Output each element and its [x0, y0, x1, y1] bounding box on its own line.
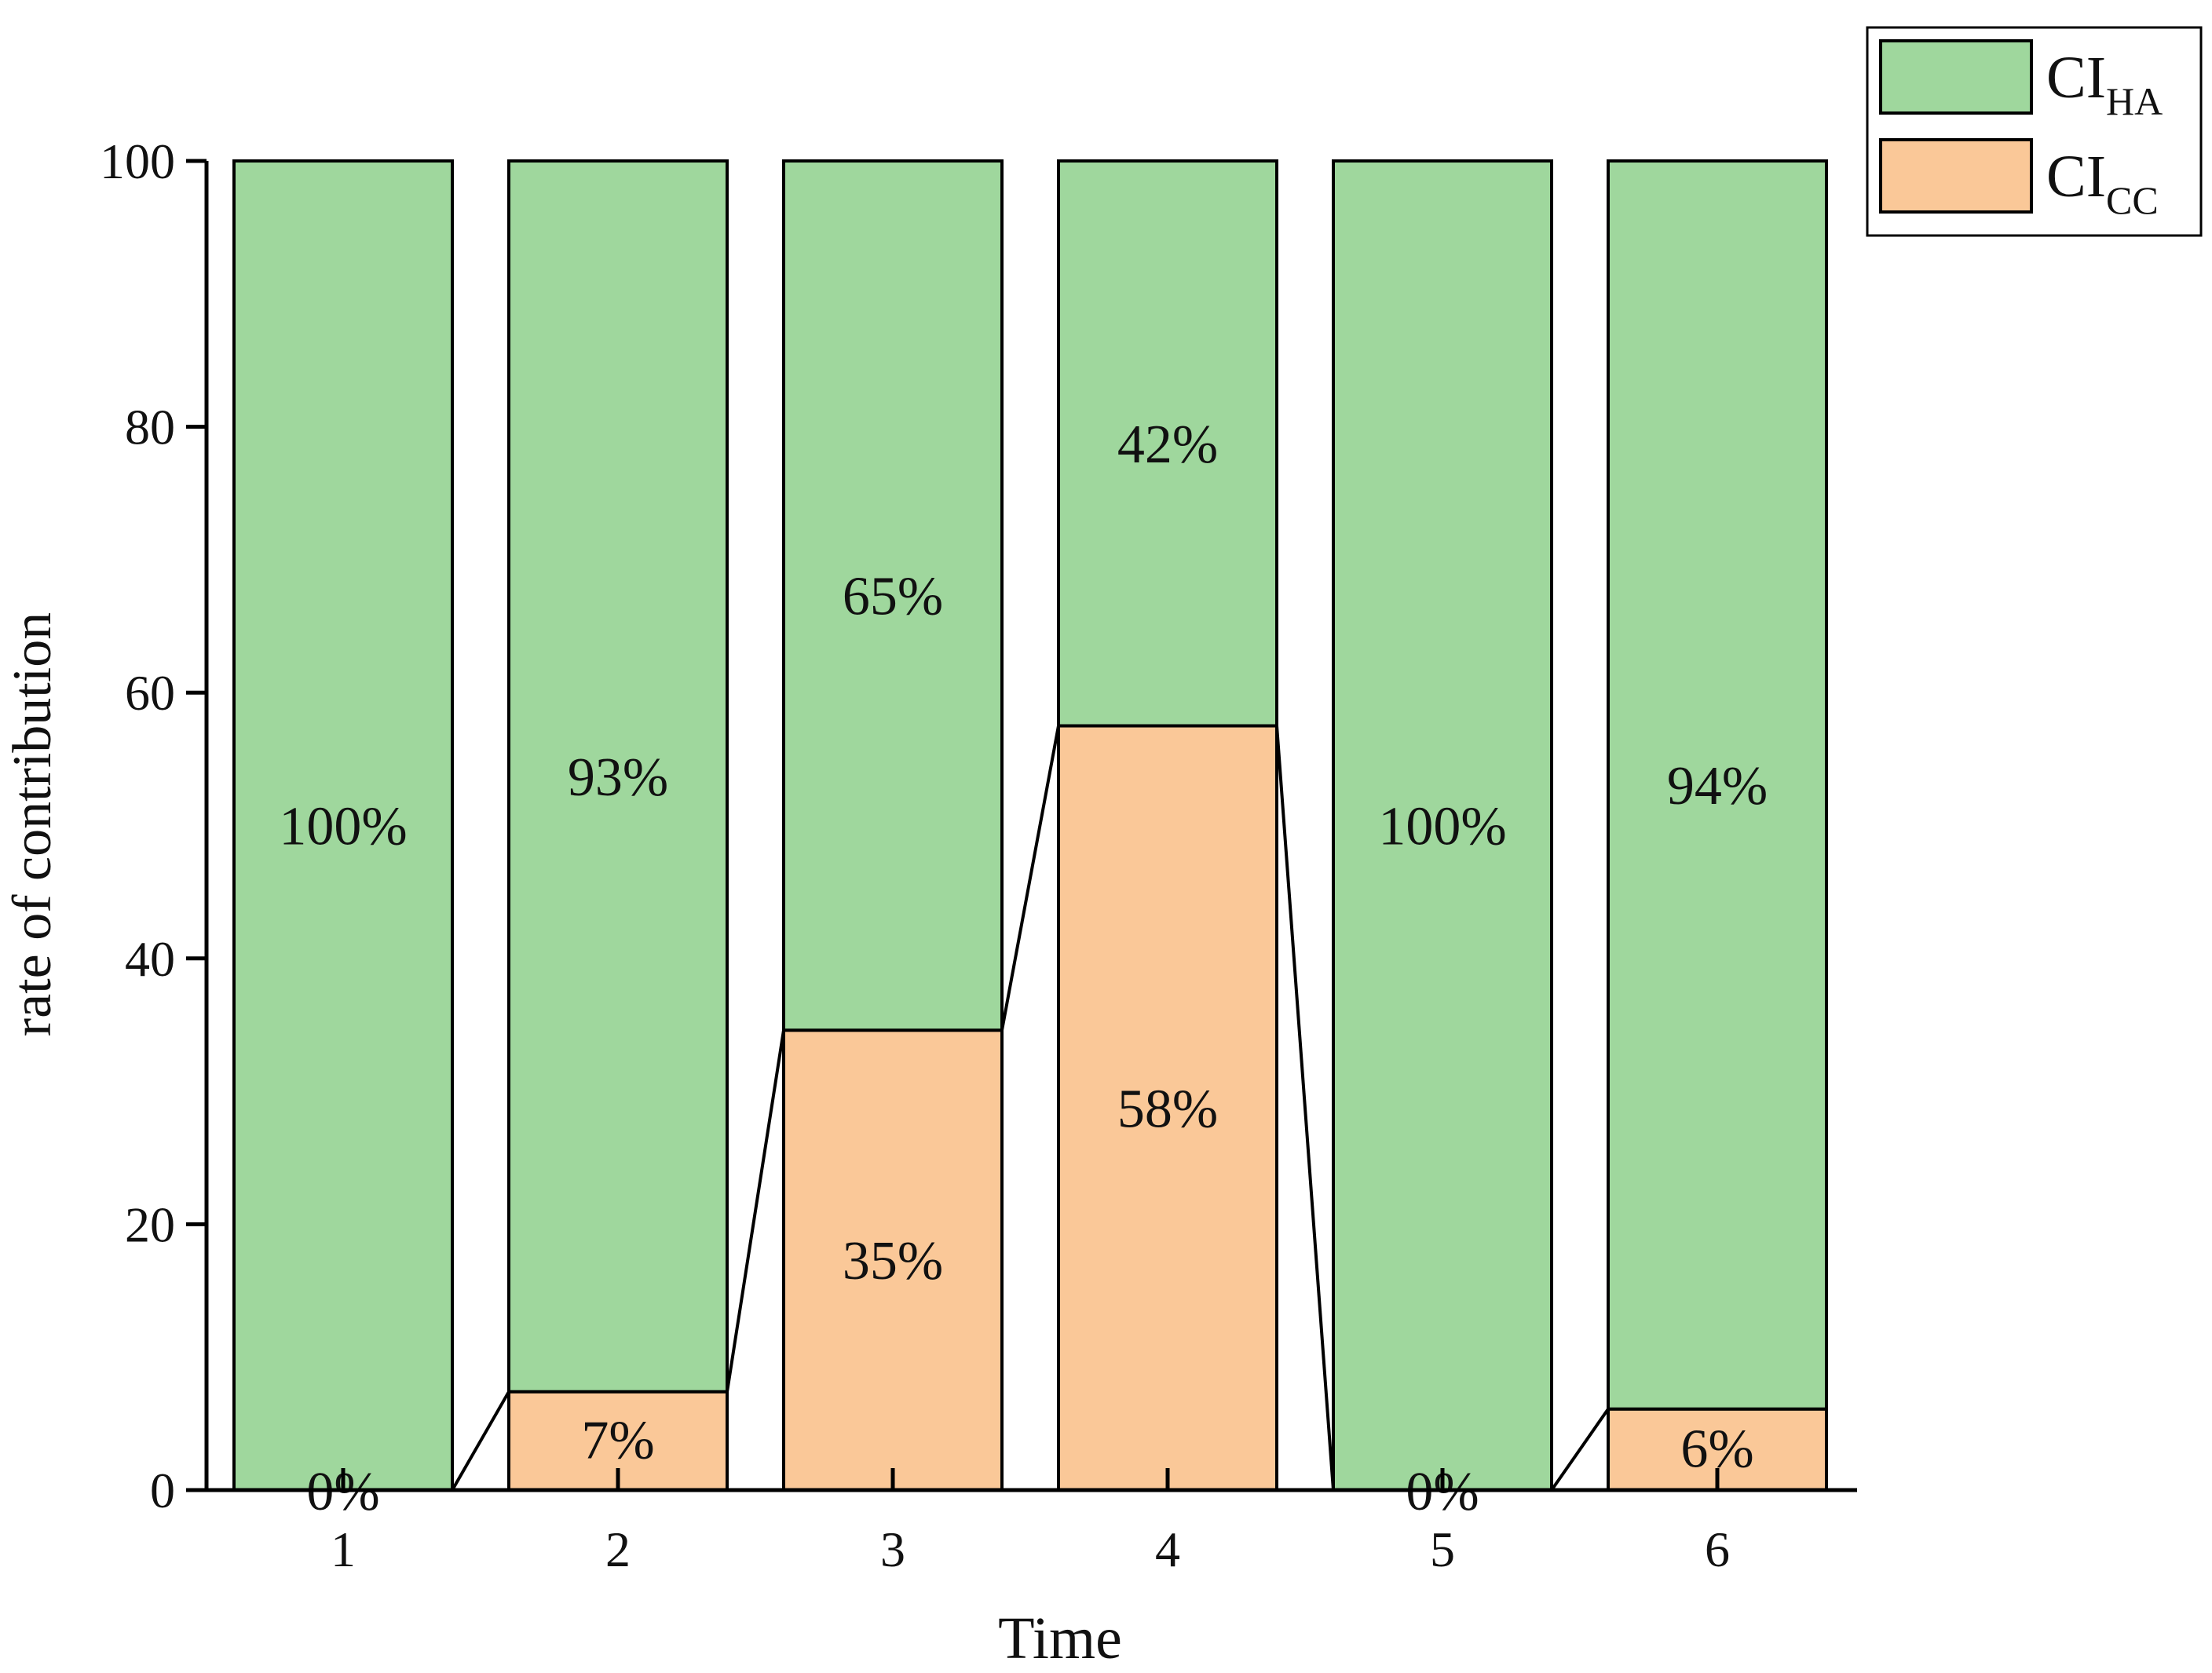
label-ha-3: 65%: [843, 567, 943, 627]
label-cc-4: 58%: [1117, 1079, 1218, 1139]
bar-ha-2: [507, 159, 729, 1394]
y-tick-label-80: 80: [125, 400, 175, 455]
y-tick-label-40: 40: [125, 931, 175, 987]
value-labels: 0%100%7%93%35%65%58%42%0%100%6%94%: [279, 415, 1768, 1522]
legend-swatch-ha: [1879, 39, 2033, 115]
label-ha-4: 42%: [1117, 415, 1218, 475]
label-ha-6: 94%: [1667, 756, 1768, 816]
connector-2-3: [726, 1029, 785, 1393]
bar-ha-1: [232, 159, 454, 1492]
label-cc-3: 35%: [843, 1231, 943, 1291]
bar-ha-6: [1607, 159, 1828, 1411]
connector-lines: [451, 725, 1610, 1492]
x-tick-label-6: 6: [1705, 1521, 1730, 1577]
bars: [232, 159, 1828, 1492]
y-tick-label-60: 60: [125, 665, 175, 721]
y-tick-label-0: 0: [150, 1463, 175, 1518]
x-tick-label-2: 2: [605, 1521, 631, 1577]
x-tick-label-5: 5: [1430, 1521, 1455, 1577]
y-tick-label-100: 100: [100, 133, 175, 189]
x-tick-labels: 1 2 3 4 5 6: [331, 1521, 1730, 1577]
connector-5-6: [1550, 1408, 1610, 1492]
legend-swatch-cc: [1879, 138, 2033, 214]
label-ha-2: 93%: [568, 747, 668, 808]
x-tick-label-4: 4: [1155, 1521, 1180, 1577]
connector-4-5: [1275, 725, 1335, 1491]
axes: [186, 159, 1857, 1492]
y-tick-label-20: 20: [125, 1196, 175, 1252]
x-axis-label: Time: [998, 1605, 1122, 1671]
legend-label-cc: CICC: [2046, 144, 2159, 222]
connector-3-4: [1000, 725, 1060, 1031]
legend-label-ha: CIHA: [2046, 45, 2163, 123]
label-ha-5: 100%: [1378, 797, 1506, 857]
y-axis-label: rate of contribution: [2, 612, 63, 1036]
x-tick-label-1: 1: [331, 1521, 356, 1577]
bar-ha-3: [782, 159, 1004, 1032]
x-tick-label-3: 3: [880, 1521, 905, 1577]
label-cc-2: 7%: [581, 1410, 654, 1470]
bar-ha-4: [1057, 159, 1278, 728]
label-ha-1: 100%: [279, 797, 407, 857]
connector-1-2: [451, 1390, 510, 1491]
y-tick-labels: 0 20 40 60 80 100: [100, 133, 175, 1518]
legend: CIHA CICC: [1866, 26, 2203, 237]
bar-ha-5: [1332, 159, 1553, 1492]
